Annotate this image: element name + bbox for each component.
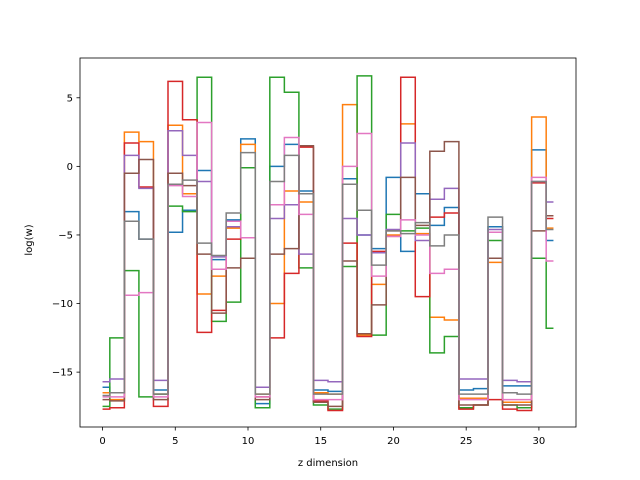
axes-frame: [79, 57, 577, 428]
x-axis-label: z dimension: [298, 458, 358, 469]
y-tick-label: −10: [52, 299, 73, 310]
x-tick-label: 20: [387, 436, 400, 447]
series-line-5: [102, 129, 554, 388]
x-tick-label: 25: [460, 436, 473, 447]
x-tick-label: 10: [242, 436, 255, 447]
series-line-2: [102, 103, 554, 404]
series-line-7: [102, 121, 554, 401]
y-tick-label: −15: [52, 368, 73, 379]
x-tick-label: 5: [172, 436, 178, 447]
series-line-1: [102, 138, 554, 405]
y-tick-label: 5: [67, 93, 73, 104]
x-tick-label: 0: [99, 436, 105, 447]
y-tick-label: −5: [58, 230, 73, 241]
y-axis-label: log(w): [24, 224, 35, 255]
series-line-6: [102, 140, 554, 408]
series-line-8: [102, 151, 554, 397]
plot-area: [102, 75, 554, 412]
x-tick-label: 30: [533, 436, 546, 447]
x-tick-label: 15: [314, 436, 327, 447]
y-tick-label: 0: [67, 162, 73, 173]
axes: 0 5 10 15 20 25 30 −15 −10 −5 0 5: [52, 57, 577, 447]
